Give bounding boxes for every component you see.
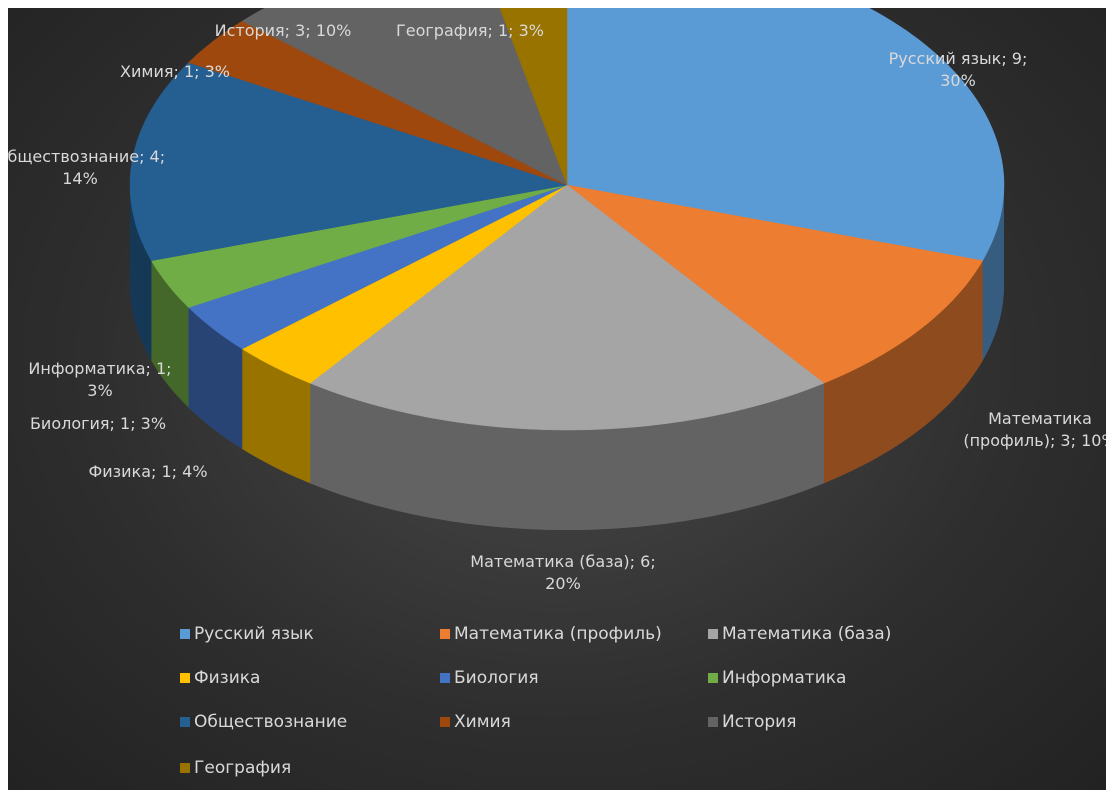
slice-side	[151, 260, 189, 408]
legend-label: Информатика	[722, 668, 847, 688]
slice	[309, 184, 825, 431]
legend-entry: Русский язык	[180, 624, 314, 644]
slice-side-shade	[188, 307, 243, 449]
slice	[499, 8, 568, 186]
slice-side-shade	[823, 260, 983, 484]
slice	[151, 184, 568, 308]
legend-swatch	[180, 673, 190, 683]
legend-entry: Биология	[440, 668, 539, 688]
legend-entry: История	[708, 712, 796, 732]
slice	[241, 8, 568, 186]
legend-label: Обществознание	[194, 712, 348, 732]
data-label: Химия; 1; 3%	[120, 62, 230, 81]
legend-label: Биология	[454, 668, 539, 688]
plot	[129, 8, 1005, 530]
data-label: География; 1; 3%	[396, 21, 544, 40]
legend-entry: География	[180, 758, 291, 778]
slice	[566, 184, 983, 384]
legend-swatch	[440, 673, 450, 683]
slice-side	[242, 348, 311, 484]
data-label: Физика; 1; 4%	[88, 462, 208, 481]
legend-label: Химия	[454, 712, 511, 732]
data-label: Биология; 1; 3%	[29, 414, 167, 433]
slice	[188, 20, 568, 186]
legend-label: Математика (база)	[722, 624, 892, 644]
data-label: Математика (база); 6; 20%	[470, 552, 656, 593]
legend-label: Физика	[194, 668, 261, 688]
slice-side-shade	[242, 348, 311, 484]
chart: Русский язык; 9; 30% Математика (профиль)…	[8, 8, 1106, 790]
legend-label: География	[194, 758, 292, 778]
legend-swatch	[708, 717, 718, 727]
legend-swatch	[180, 717, 190, 727]
slice-side-shade	[151, 260, 189, 408]
legend-label: История	[722, 712, 797, 732]
slice	[188, 184, 568, 350]
slice-side-shade	[982, 185, 1004, 361]
legend-entry: Информатика	[708, 668, 846, 688]
data-label: История; 3; 10%	[214, 21, 352, 40]
legend-swatch	[180, 629, 190, 639]
legend-entry: Математика (база)	[708, 624, 891, 644]
slice	[129, 62, 568, 261]
legend-swatch	[708, 629, 718, 639]
legend-entry: Обществознание	[180, 712, 347, 732]
slice-side	[188, 307, 243, 449]
legend-swatch	[708, 673, 718, 683]
data-label: Обществознание; 4; 14%	[8, 147, 166, 188]
data-label: Русский язык; 9; 30%	[888, 49, 1028, 90]
legend-swatch	[440, 629, 450, 639]
slice-side	[130, 185, 152, 361]
legend-entry: Физика	[180, 668, 260, 688]
slice	[241, 184, 568, 384]
data-label: Математика (профиль); 3; 10%	[963, 409, 1106, 450]
data-label: Информатика; 1; 3%	[28, 359, 172, 400]
slice-side	[982, 185, 1004, 361]
legend-entry: Математика (профиль)	[440, 624, 662, 644]
slice-side-shade	[310, 383, 824, 530]
legend-label: Русский язык	[194, 624, 314, 644]
legend-swatch	[440, 717, 450, 727]
legend-entry: Химия	[440, 712, 511, 732]
slice-side	[310, 383, 824, 530]
slice-side	[823, 260, 983, 484]
slice	[566, 8, 1005, 261]
legend-swatch	[180, 763, 190, 773]
slice-side-shade	[130, 185, 152, 361]
legend-label: Математика (профиль)	[454, 624, 662, 644]
